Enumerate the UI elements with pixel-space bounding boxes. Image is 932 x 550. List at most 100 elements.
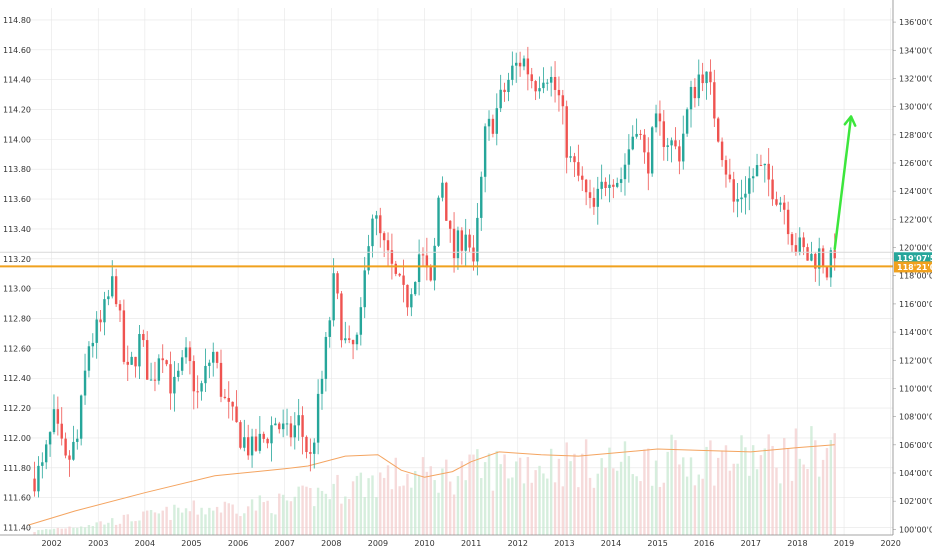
- candle-body[interactable]: [713, 82, 716, 119]
- candle-body[interactable]: [627, 149, 631, 165]
- candle-body[interactable]: [37, 465, 40, 492]
- candle-body[interactable]: [654, 113, 658, 128]
- candle-body[interactable]: [99, 319, 102, 323]
- candle-body[interactable]: [169, 364, 172, 394]
- candle-body[interactable]: [682, 133, 685, 162]
- candle-body[interactable]: [779, 202, 782, 205]
- candle-body[interactable]: [775, 199, 778, 205]
- candle-body[interactable]: [398, 273, 401, 276]
- candle-body[interactable]: [375, 215, 378, 219]
- candle-body[interactable]: [281, 423, 285, 430]
- candle-body[interactable]: [720, 141, 724, 161]
- candle-body[interactable]: [351, 339, 355, 345]
- candle-body[interactable]: [786, 209, 790, 235]
- candle-body[interactable]: [783, 202, 786, 210]
- candle-body[interactable]: [95, 319, 98, 343]
- candle-body[interactable]: [464, 234, 467, 251]
- candle-body[interactable]: [639, 133, 642, 135]
- candle-body[interactable]: [584, 179, 588, 193]
- candle-body[interactable]: [798, 237, 801, 253]
- candle-body[interactable]: [460, 230, 464, 251]
- candle-body[interactable]: [608, 184, 611, 188]
- candle-body[interactable]: [165, 360, 168, 365]
- candle-body[interactable]: [810, 253, 813, 261]
- candle-body[interactable]: [596, 188, 599, 207]
- candle-body[interactable]: [145, 340, 149, 380]
- candle-body[interactable]: [631, 136, 634, 150]
- candle-body[interactable]: [616, 182, 619, 187]
- candle-body[interactable]: [821, 248, 825, 267]
- candle-body[interactable]: [511, 65, 514, 80]
- candle-body[interactable]: [111, 276, 114, 297]
- candle-body[interactable]: [678, 146, 681, 162]
- candle-body[interactable]: [192, 361, 196, 392]
- candle-body[interactable]: [483, 126, 487, 177]
- candlestick-series[interactable]: [33, 46, 836, 498]
- candle-body[interactable]: [33, 478, 36, 492]
- candle-body[interactable]: [748, 178, 751, 194]
- candle-body[interactable]: [414, 282, 417, 295]
- candle-body[interactable]: [522, 58, 526, 67]
- candle-body[interactable]: [390, 250, 394, 264]
- candle-body[interactable]: [829, 250, 833, 278]
- candle-body[interactable]: [359, 307, 363, 335]
- candle-body[interactable]: [495, 108, 498, 134]
- candle-body[interactable]: [705, 71, 708, 84]
- candle-body[interactable]: [662, 121, 666, 147]
- candle-body[interactable]: [441, 182, 444, 198]
- candle-body[interactable]: [41, 462, 44, 466]
- candle-body[interactable]: [507, 79, 510, 93]
- candle-body[interactable]: [122, 310, 126, 362]
- candle-body[interactable]: [802, 237, 805, 248]
- candle-body[interactable]: [685, 109, 689, 134]
- candle-body[interactable]: [274, 423, 277, 426]
- candle-body[interactable]: [258, 433, 262, 451]
- candle-body[interactable]: [208, 362, 211, 366]
- candle-body[interactable]: [406, 284, 409, 308]
- candle-body[interactable]: [518, 62, 522, 67]
- candle-body[interactable]: [472, 247, 475, 262]
- candle-body[interactable]: [138, 334, 141, 367]
- candle-body[interactable]: [410, 294, 413, 308]
- candle-body[interactable]: [52, 409, 56, 433]
- candle-body[interactable]: [526, 58, 530, 75]
- candle-body[interactable]: [716, 118, 720, 142]
- candle-body[interactable]: [64, 438, 67, 456]
- candle-body[interactable]: [569, 156, 572, 158]
- candle-body[interactable]: [534, 81, 537, 92]
- candle-body[interactable]: [126, 361, 129, 365]
- candle-body[interactable]: [732, 179, 735, 202]
- candle-body[interactable]: [235, 406, 238, 423]
- candle-body[interactable]: [429, 267, 432, 281]
- candle-body[interactable]: [561, 95, 565, 107]
- candle-body[interactable]: [744, 193, 747, 198]
- candle-body[interactable]: [313, 442, 316, 454]
- candle-body[interactable]: [114, 276, 118, 305]
- candle-body[interactable]: [480, 176, 483, 218]
- candle-body[interactable]: [180, 357, 184, 371]
- candle-body[interactable]: [262, 433, 265, 439]
- candle-body[interactable]: [658, 113, 662, 122]
- candle-body[interactable]: [619, 179, 623, 183]
- candle-body[interactable]: [666, 145, 669, 147]
- candle-body[interactable]: [60, 423, 63, 439]
- candle-body[interactable]: [833, 250, 836, 259]
- candle-body[interactable]: [87, 346, 91, 371]
- candle-body[interactable]: [565, 106, 568, 158]
- candle-body[interactable]: [557, 89, 561, 96]
- candle-body[interactable]: [600, 181, 603, 189]
- candle-body[interactable]: [68, 455, 71, 460]
- candle-body[interactable]: [223, 396, 227, 398]
- candle-body[interactable]: [320, 378, 324, 394]
- candle-body[interactable]: [612, 184, 615, 187]
- candle-body[interactable]: [456, 230, 460, 259]
- candle-body[interactable]: [421, 254, 425, 256]
- candle-body[interactable]: [689, 86, 693, 110]
- candle-body[interactable]: [204, 365, 207, 384]
- candle-body[interactable]: [623, 164, 627, 180]
- candle-body[interactable]: [452, 228, 456, 259]
- candle-body[interactable]: [771, 179, 774, 200]
- candle-body[interactable]: [196, 391, 199, 393]
- candle-body[interactable]: [728, 174, 732, 180]
